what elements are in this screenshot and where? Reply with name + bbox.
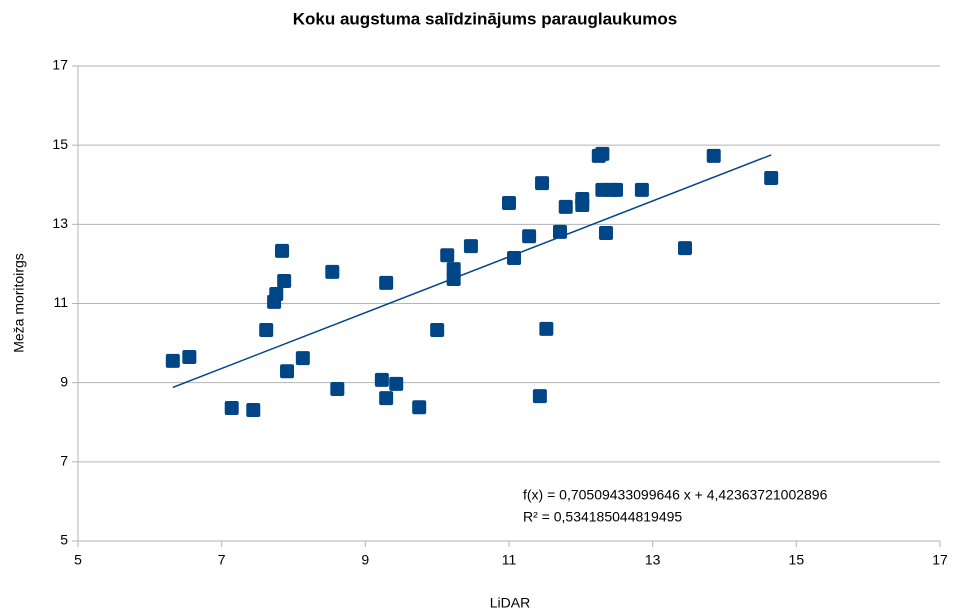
point bbox=[522, 229, 537, 244]
point bbox=[379, 391, 394, 406]
point bbox=[535, 176, 550, 191]
point bbox=[182, 349, 197, 364]
point bbox=[325, 264, 340, 279]
x-tick-label: 7 bbox=[218, 552, 226, 568]
point bbox=[539, 321, 554, 336]
point bbox=[277, 273, 292, 288]
point bbox=[275, 243, 290, 258]
point bbox=[532, 389, 547, 404]
x-axis-label: LiDAR bbox=[490, 595, 530, 611]
y-tick-label: 17 bbox=[52, 57, 68, 73]
annotation: R² = 0,534185044819495 bbox=[523, 509, 682, 525]
y-tick-label: 11 bbox=[53, 294, 68, 310]
x-tick-label: 15 bbox=[789, 552, 805, 568]
y-tick-label: 9 bbox=[60, 373, 68, 389]
point bbox=[259, 323, 274, 338]
y-tick-label: 15 bbox=[52, 136, 68, 152]
point bbox=[269, 287, 284, 301]
x-tick-label: 9 bbox=[361, 552, 369, 568]
point bbox=[440, 248, 455, 263]
annotation: f(x) = 0,70509433099646 x + 4,4236372100… bbox=[523, 487, 828, 503]
point bbox=[634, 182, 649, 197]
point bbox=[165, 353, 180, 368]
y-tick-label: 7 bbox=[60, 453, 68, 469]
point bbox=[706, 148, 721, 163]
point bbox=[463, 239, 478, 254]
point bbox=[379, 275, 394, 290]
point bbox=[412, 400, 427, 415]
point bbox=[507, 250, 522, 265]
point bbox=[764, 171, 779, 186]
point bbox=[502, 195, 516, 210]
point bbox=[430, 323, 445, 338]
point bbox=[609, 182, 624, 197]
point bbox=[558, 199, 573, 214]
point bbox=[598, 226, 613, 241]
point bbox=[575, 192, 590, 206]
point bbox=[595, 146, 610, 161]
point bbox=[389, 376, 404, 391]
y-axis-label: Meža moritoirgs bbox=[11, 253, 27, 353]
point bbox=[374, 372, 389, 387]
y-tick-label: 13 bbox=[52, 215, 68, 231]
point bbox=[330, 382, 345, 396]
point bbox=[224, 401, 239, 415]
point bbox=[677, 241, 692, 256]
point bbox=[295, 351, 310, 366]
x-tick-label: 11 bbox=[502, 552, 517, 568]
x-tick-label: 5 bbox=[74, 552, 82, 568]
chart-title: Koku augstuma salīdzinājums parauglaukum… bbox=[293, 9, 677, 28]
point bbox=[280, 364, 295, 379]
x-tick-label: 13 bbox=[645, 552, 661, 568]
trendline bbox=[172, 154, 772, 389]
x-tick-label: 17 bbox=[932, 552, 948, 568]
point bbox=[246, 402, 261, 417]
y-tick-label: 5 bbox=[60, 532, 68, 548]
